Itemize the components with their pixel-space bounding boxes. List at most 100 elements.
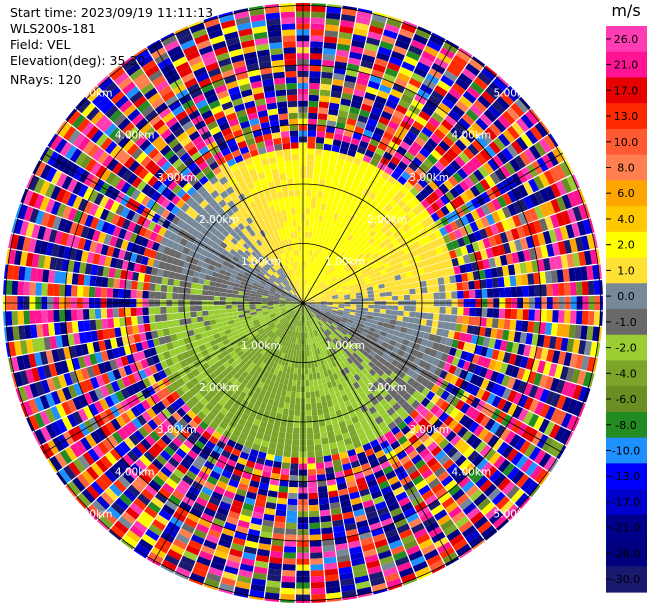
velocity-gate [304, 285, 306, 292]
velocity-gate [331, 252, 337, 259]
velocity-gate [308, 100, 319, 108]
velocity-gate [372, 217, 381, 226]
velocity-gate [322, 191, 330, 199]
velocity-gate [421, 244, 430, 253]
velocity-gate [543, 258, 551, 271]
velocity-gate [320, 307, 327, 310]
velocity-gate [314, 251, 319, 258]
velocity-gate [361, 310, 368, 315]
velocity-gate [513, 263, 522, 275]
velocity-gate [429, 34, 445, 47]
velocity-gate [306, 273, 309, 280]
velocity-gate [330, 150, 339, 159]
velocity-gate [436, 270, 444, 278]
velocity-gate [345, 248, 352, 256]
velocity-gate [342, 86, 354, 95]
velocity-gate [442, 152, 454, 164]
velocity-gate [320, 296, 327, 299]
velocity-gate [355, 310, 362, 314]
velocity-gate [476, 335, 485, 346]
velocity-gate [231, 297, 238, 302]
velocity-gate [289, 475, 299, 482]
velocity-gate [276, 407, 284, 415]
velocity-gate [286, 516, 297, 524]
velocity-gate [408, 317, 416, 324]
velocity-gate [506, 376, 516, 390]
velocity-gate [311, 290, 317, 296]
velocity-gate [274, 521, 286, 529]
velocity-gate [313, 172, 320, 180]
velocity-gate [368, 191, 377, 200]
velocity-gate [367, 237, 376, 245]
velocity-gate [369, 248, 377, 256]
velocity-gate [307, 445, 315, 452]
velocity-gate [561, 210, 571, 225]
velocity-gate [330, 90, 342, 99]
velocity-gate [393, 109, 405, 120]
velocity-gate [309, 274, 313, 281]
velocity-gate [308, 280, 311, 287]
velocity-gate [429, 248, 438, 257]
velocity-gate [402, 135, 414, 146]
velocity-gate [322, 407, 330, 415]
velocity-gate [544, 216, 554, 230]
velocity-gate [172, 313, 180, 320]
velocity-gate [358, 323, 365, 328]
velocity-gate [367, 80, 380, 90]
velocity-gate [595, 248, 601, 264]
velocity-gate [470, 81, 485, 95]
velocity-gate [357, 185, 366, 194]
velocity-gate [342, 287, 349, 292]
velocity-gate [341, 253, 348, 260]
velocity-gate [319, 252, 324, 259]
velocity-gate [349, 51, 363, 60]
velocity-gate [448, 364, 457, 375]
velocity-gate [458, 369, 468, 380]
velocity-gate [399, 185, 410, 195]
velocity-gate [308, 300, 315, 302]
velocity-gate [337, 242, 344, 249]
velocity-gate [415, 306, 422, 313]
velocity-gate [59, 309, 66, 322]
velocity-gate [452, 171, 464, 184]
velocity-gate [283, 552, 296, 559]
velocity-gate [459, 95, 473, 109]
velocity-gate [304, 273, 307, 280]
velocity-gate [178, 293, 185, 300]
velocity-gate [427, 95, 441, 107]
velocity-gate [136, 281, 144, 291]
velocity-gate [430, 133, 442, 145]
velocity-gate [403, 289, 410, 295]
velocity-gate [328, 265, 334, 272]
velocity-gate [326, 271, 332, 278]
velocity-gate [415, 28, 431, 40]
velocity-gate [305, 397, 311, 405]
velocity-gate [359, 256, 367, 263]
velocity-gate [528, 384, 539, 399]
velocity-gate [429, 349, 438, 358]
velocity-gate [411, 225, 420, 235]
velocity-gate [496, 151, 509, 165]
velocity-gate [371, 263, 379, 270]
velocity-gate [327, 4, 342, 8]
velocity-gate [522, 181, 534, 195]
velocity-gate [334, 262, 340, 269]
velocity-gate [492, 288, 500, 298]
velocity-gate [307, 130, 317, 137]
velocity-gate [309, 220, 314, 227]
velocity-gate [329, 315, 336, 320]
velocity-gate [326, 304, 333, 307]
velocity-gate [484, 368, 494, 380]
velocity-gate [132, 271, 140, 281]
velocity-gate [323, 455, 332, 463]
velocity-gate [308, 112, 318, 120]
velocity-gate [364, 279, 372, 285]
velocity-gate [426, 241, 435, 251]
velocity-gate [329, 224, 335, 232]
velocity-gate [355, 328, 362, 335]
velocity-gate [413, 255, 421, 263]
velocity-gate [231, 293, 239, 298]
velocity-gate [407, 210, 417, 220]
velocity-gate [131, 280, 138, 290]
velocity-gate [367, 311, 374, 316]
